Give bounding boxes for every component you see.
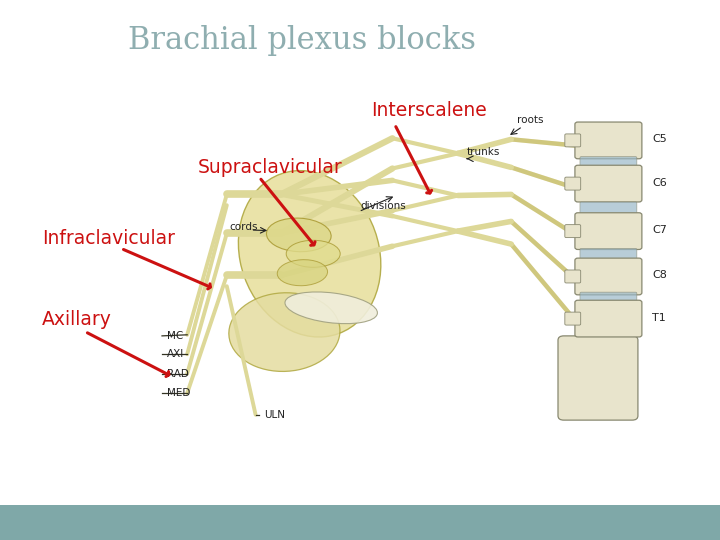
FancyBboxPatch shape	[575, 213, 642, 249]
Text: Axillary: Axillary	[42, 310, 112, 329]
FancyBboxPatch shape	[575, 122, 642, 159]
Text: cords: cords	[229, 222, 258, 232]
Text: Interscalene: Interscalene	[371, 101, 487, 120]
Text: trunks: trunks	[467, 147, 500, 157]
FancyBboxPatch shape	[565, 134, 580, 147]
Text: C5: C5	[652, 134, 667, 144]
Text: Brachial plexus blocks: Brachial plexus blocks	[128, 25, 477, 56]
Text: C8: C8	[652, 271, 667, 280]
Ellipse shape	[229, 293, 340, 372]
Ellipse shape	[287, 240, 340, 267]
FancyBboxPatch shape	[565, 225, 580, 238]
Text: roots: roots	[517, 115, 544, 125]
FancyBboxPatch shape	[580, 157, 637, 168]
Text: T1: T1	[652, 313, 666, 322]
Ellipse shape	[285, 292, 377, 323]
Text: AXI: AXI	[167, 349, 184, 359]
FancyBboxPatch shape	[558, 336, 638, 420]
FancyBboxPatch shape	[565, 312, 580, 325]
FancyBboxPatch shape	[580, 202, 637, 214]
FancyBboxPatch shape	[575, 165, 642, 202]
FancyBboxPatch shape	[580, 292, 637, 304]
Text: MED: MED	[167, 388, 190, 398]
FancyBboxPatch shape	[565, 177, 580, 190]
FancyBboxPatch shape	[580, 248, 637, 260]
Text: C6: C6	[652, 178, 667, 187]
Text: divisions: divisions	[360, 201, 406, 211]
Text: C7: C7	[652, 225, 667, 235]
Text: ULN: ULN	[264, 410, 285, 420]
Ellipse shape	[266, 218, 331, 252]
Text: Supraclavicular: Supraclavicular	[198, 158, 343, 177]
FancyBboxPatch shape	[575, 258, 642, 295]
Text: Infraclavicular: Infraclavicular	[42, 229, 175, 248]
Ellipse shape	[238, 171, 381, 337]
Ellipse shape	[277, 260, 328, 286]
Bar	[0, 505, 720, 540]
Text: MC: MC	[167, 331, 184, 341]
FancyBboxPatch shape	[565, 270, 580, 283]
FancyBboxPatch shape	[575, 300, 642, 337]
Text: RAD: RAD	[167, 369, 189, 379]
